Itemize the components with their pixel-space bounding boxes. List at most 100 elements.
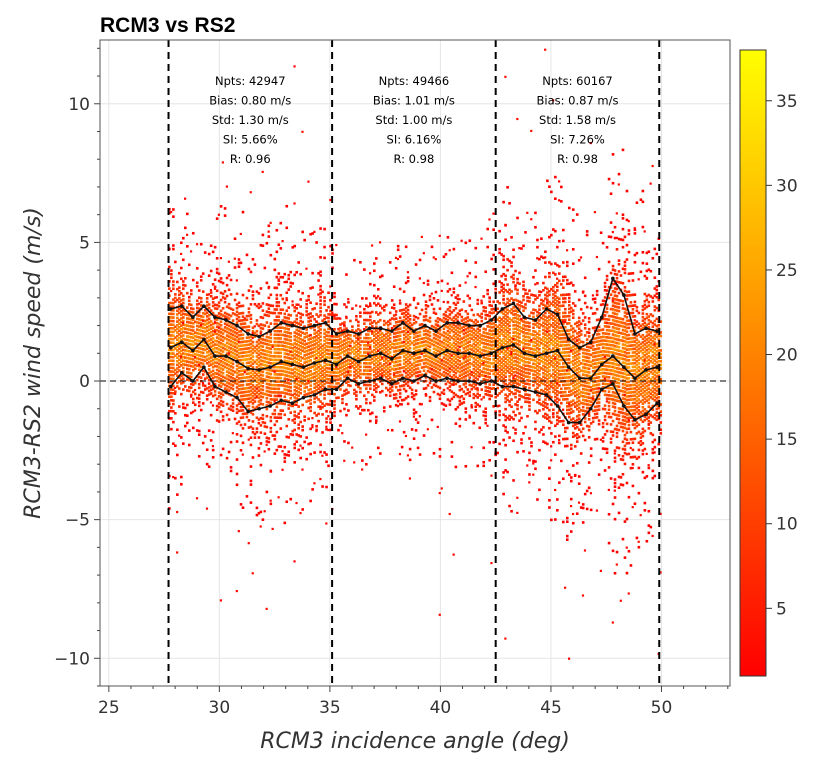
density-cell-1175: [247, 393, 251, 397]
density-cell-3097: [392, 303, 396, 307]
density-cell-2963: [380, 371, 384, 375]
density-cell-118: [174, 390, 177, 393]
density-cell-458: [197, 346, 201, 350]
density-cell-1757: [285, 453, 289, 457]
density-cell-3090: [392, 335, 396, 339]
density-cell-3177: [398, 287, 402, 291]
density-cell-1943: [295, 501, 298, 505]
density-cell-4780: [524, 349, 527, 353]
density-cell-1259: [251, 340, 255, 344]
density-cell-1366: [259, 366, 263, 370]
density-cell-3108: [394, 367, 398, 371]
density-cell-3250: [404, 390, 408, 393]
density-cell-1802: [287, 374, 291, 378]
density-cell-526: [201, 382, 205, 385]
density-cell-4095: [478, 329, 482, 332]
density-cell-500: [199, 324, 203, 327]
density-cell-181: [178, 322, 181, 325]
density-cell-3841: [458, 378, 462, 381]
density-cell-4715: [520, 416, 523, 420]
density-cell-3810: [456, 395, 460, 398]
density-cell-1747: [283, 330, 287, 334]
density-cell-2132: [309, 344, 312, 348]
density-cell-2291: [321, 485, 324, 488]
density-cell-818: [221, 281, 225, 285]
density-cell-988: [235, 407, 239, 411]
density-cell-2885: [374, 419, 378, 422]
density-cell-674: [213, 357, 217, 361]
density-cell-3236: [404, 342, 408, 346]
density-cell-861: [225, 330, 229, 334]
density-cell-4842: [528, 347, 531, 350]
density-cell-1412: [261, 244, 265, 248]
density-cell-1363: [259, 377, 263, 380]
density-cell-1895: [293, 356, 297, 360]
density-cell-3300: [408, 325, 412, 328]
density-cell-1313: [255, 322, 259, 326]
density-cell-2362: [325, 341, 328, 345]
density-cell-3402: [418, 334, 422, 337]
density-cell-193: [180, 482, 183, 486]
density-cell-534: [203, 355, 207, 359]
density-cell-102: [172, 312, 175, 316]
density-cell-4355: [498, 319, 501, 323]
density-cell-2617: [347, 362, 350, 365]
density-cell-3195: [400, 403, 404, 406]
density-cell-1326: [257, 400, 261, 403]
density-cell-2105: [307, 312, 310, 316]
density-cell-792: [221, 418, 225, 422]
density-cell-212: [180, 324, 183, 327]
density-cell-4385: [500, 282, 503, 285]
density-cell-3475: [426, 348, 430, 351]
density-cell-871: [225, 185, 228, 188]
density-cell-1439: [265, 404, 269, 407]
density-cell-4276: [492, 282, 495, 286]
density-cell-2157: [311, 325, 314, 329]
density-cell-2605: [345, 305, 348, 309]
density-cell-2991: [382, 323, 386, 327]
density-cell-3039: [388, 383, 392, 387]
density-cell-3635: [442, 374, 446, 378]
density-cell-1548: [271, 354, 275, 358]
density-cell-1734: [283, 377, 287, 381]
density-cell-1425: [263, 349, 267, 353]
density-cell-3340: [412, 318, 416, 322]
density-cell-88: [172, 363, 175, 366]
density-cell-3968: [468, 358, 472, 361]
density-cell-673: [213, 361, 217, 364]
density-cell-4040: [474, 347, 478, 351]
density-cell-2588: [345, 381, 348, 385]
density-cell-709: [215, 339, 219, 343]
density-cell-3278: [406, 276, 410, 279]
density-cell-4873: [532, 380, 535, 384]
density-cell-1890: [293, 374, 297, 378]
density-cell-4465: [504, 278, 507, 281]
density-cell-4541: [510, 509, 513, 513]
density-cell-4694: [518, 354, 521, 358]
density-cell-2475: [333, 295, 336, 299]
density-cell-4167: [484, 317, 488, 320]
density-cell-4349: [498, 341, 501, 345]
density-cell-2099: [307, 341, 310, 345]
density-cell-4273: [492, 311, 495, 314]
density-cell-2824: [369, 372, 372, 376]
density-cell-1561: [273, 398, 277, 401]
density-cell-539: [203, 334, 207, 337]
density-cell-3641: [442, 352, 446, 356]
density-cell-2390: [327, 331, 330, 334]
density-cell-2768: [365, 462, 368, 466]
density-cell-2411: [329, 374, 332, 378]
density-cell-2274: [319, 328, 322, 331]
density-cell-3742: [450, 343, 454, 347]
density-cell-4617: [514, 377, 517, 381]
density-cell-2607: [345, 315, 348, 318]
density-cell-3834: [458, 424, 462, 428]
density-cell-4535: [508, 302, 511, 306]
density-cell-1413: [261, 233, 265, 237]
density-cell-4421: [502, 283, 505, 287]
density-cell-3745: [450, 325, 454, 329]
density-cell-1135: [243, 340, 247, 343]
density-cell-1434: [265, 440, 269, 443]
density-cell-214: [180, 317, 183, 320]
density-cell-3604: [438, 347, 442, 350]
